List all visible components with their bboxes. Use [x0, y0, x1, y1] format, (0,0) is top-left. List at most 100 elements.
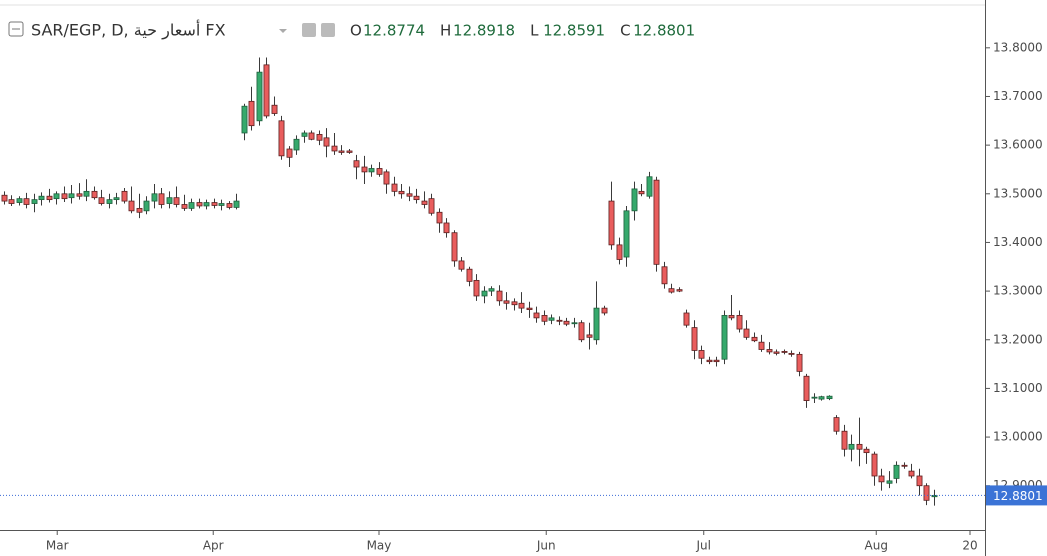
- candle-body: [248, 100, 255, 127]
- candle-body: [128, 200, 135, 212]
- ohlc-label: O: [350, 22, 362, 40]
- candle-body: [331, 145, 338, 152]
- candle-body: [511, 301, 518, 306]
- y-tick-label: 13.2000: [993, 332, 1043, 346]
- candle-body: [878, 475, 885, 483]
- candle-body: [683, 312, 690, 326]
- ohlc-label: H: [440, 22, 451, 40]
- candle-body: [68, 193, 75, 199]
- ohlc-value: 12.8801: [633, 22, 695, 40]
- eye-icon[interactable]: [302, 23, 316, 37]
- plot-area: [1, 57, 938, 506]
- candle-body: [323, 137, 330, 147]
- candle-body: [1, 194, 8, 202]
- candle-body: [61, 193, 68, 200]
- candle-body: [578, 322, 585, 341]
- candle-body: [931, 495, 938, 498]
- candle-body: [833, 417, 840, 432]
- candle-body: [376, 168, 383, 175]
- candle-body: [256, 71, 263, 122]
- candle-body: [496, 290, 503, 302]
- candle-body: [421, 200, 428, 205]
- candle-body: [736, 315, 743, 330]
- candle-body: [398, 190, 405, 195]
- candle-body: [391, 183, 398, 192]
- settings-icon[interactable]: [321, 23, 335, 37]
- candle-body: [698, 350, 705, 359]
- candle-body: [743, 328, 750, 338]
- candle-body: [548, 317, 555, 321]
- candle-body: [218, 203, 225, 206]
- candle-body: [863, 448, 870, 454]
- candle-body: [121, 190, 128, 202]
- y-tick-label: 13.3000: [993, 284, 1043, 298]
- candle-body: [226, 203, 233, 208]
- candle-body: [638, 190, 645, 195]
- candle-body: [526, 307, 533, 310]
- candle-body: [826, 395, 833, 400]
- candle-body: [556, 319, 563, 322]
- dropdown-arrow[interactable]: [279, 29, 287, 33]
- candle-body: [533, 312, 540, 319]
- x-tick-label: Jul: [696, 539, 711, 553]
- candle-body: [796, 353, 803, 372]
- chart-title: SAR/EGP, D, أسعار حية FX: [31, 20, 226, 41]
- y-tick-label: 13.0000: [993, 430, 1043, 444]
- x-tick-label: Mar: [46, 539, 69, 553]
- candle-body: [188, 202, 195, 209]
- candle-body: [766, 349, 773, 353]
- candle-body: [908, 470, 915, 477]
- candle-body: [278, 120, 285, 157]
- candle-body: [713, 359, 720, 363]
- x-tick-label: 20: [962, 539, 977, 553]
- candle-body: [811, 396, 818, 399]
- x-tick-label: May: [367, 539, 392, 553]
- candle-body: [346, 150, 353, 153]
- candle-body: [893, 464, 900, 479]
- candle-body: [631, 188, 638, 212]
- candle-body: [211, 202, 218, 206]
- x-tick-label: Apr: [203, 539, 224, 553]
- candle-body: [46, 195, 53, 201]
- ohlc-label: C: [620, 22, 630, 40]
- candle-body: [451, 232, 458, 262]
- ohlc-value: 12.8774: [363, 22, 425, 40]
- candle-body: [233, 200, 240, 208]
- x-tick-label: Aug: [865, 539, 888, 553]
- candle-body: [916, 475, 923, 487]
- candle-body: [646, 176, 653, 197]
- candle-body: [301, 132, 308, 137]
- candle-body: [443, 222, 450, 234]
- candle-body: [676, 289, 683, 292]
- candle-body: [601, 307, 608, 314]
- candle-body: [781, 351, 788, 353]
- candle-body: [361, 166, 368, 173]
- candle-body: [503, 300, 510, 304]
- candle-body: [886, 480, 893, 484]
- candle-body: [368, 168, 375, 173]
- ohlc-value: 12.8591: [543, 22, 605, 40]
- y-tick-label: 13.6000: [993, 138, 1043, 152]
- candle-body: [728, 315, 735, 319]
- candle-body: [8, 199, 15, 204]
- candle-body: [856, 443, 863, 450]
- candle-body: [76, 193, 83, 197]
- last-price-tag: [986, 485, 1047, 506]
- y-tick-label: 13.1000: [993, 381, 1043, 395]
- candle-body: [758, 341, 765, 350]
- candle-body: [263, 64, 270, 117]
- candle-body: [181, 204, 188, 209]
- candle-body: [158, 193, 165, 205]
- candle-body: [518, 302, 525, 309]
- candle-body: [91, 190, 98, 199]
- candle-body: [481, 290, 488, 297]
- candle-body: [488, 288, 495, 292]
- candle-body: [586, 334, 593, 338]
- candle-body: [458, 260, 465, 270]
- candle-body: [593, 307, 600, 341]
- y-tick-label: 13.4000: [993, 235, 1043, 249]
- candle-body: [383, 171, 390, 185]
- collapse-icon[interactable]: [8, 21, 24, 37]
- candle-body: [623, 210, 630, 258]
